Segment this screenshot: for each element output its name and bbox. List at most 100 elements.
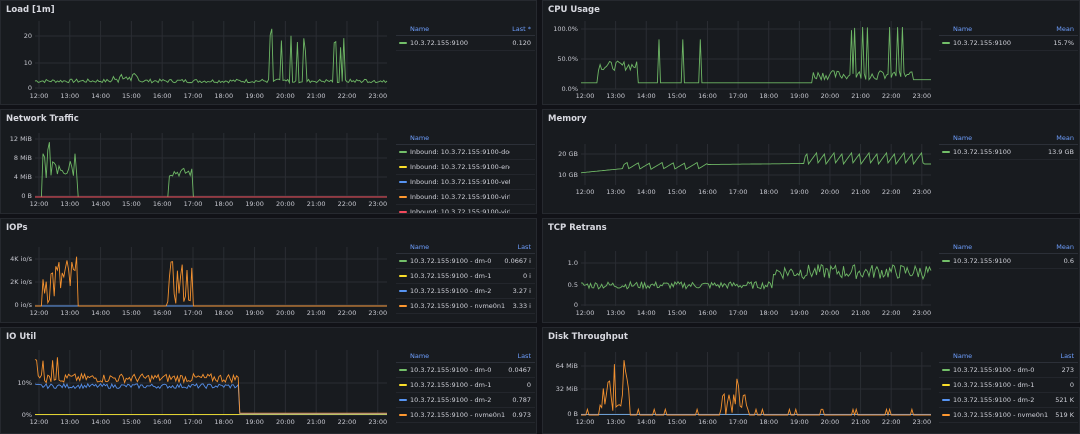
- series-color-swatch: [942, 42, 950, 44]
- y-tick-label: 10%: [18, 379, 32, 387]
- load-chart[interactable]: 20 10 012:00 13:00 14:00 15:00 16:00 17:00 18:00…: [1, 1, 391, 105]
- legend-item[interactable]: 10.3.72.155:9100 - dm-2 3.27 i: [396, 284, 535, 299]
- legend-value-header[interactable]: Mean: [1056, 134, 1074, 142]
- panel-title[interactable]: Network Traffic: [6, 114, 79, 124]
- legend-item[interactable]: Inbound: 10.3.72.155:9100-virbr0-nic: [396, 205, 535, 213]
- legend-item[interactable]: 10.3.72.155:9100 - nvme0n1 0.973: [396, 408, 535, 423]
- x-tick-label: 21:00: [851, 309, 870, 317]
- legend-item[interactable]: 10.3.72.155:9100 0.6: [939, 254, 1078, 269]
- legend-item[interactable]: 10.3.72.155:9100 13.9 GB: [939, 145, 1078, 160]
- y-tick-label: 8 MiB: [14, 154, 32, 162]
- legend-item[interactable]: Inbound: 10.3.72.155:9100-docker0: [396, 145, 535, 160]
- panel-title[interactable]: CPU Usage: [548, 5, 600, 15]
- x-tick-label: 14:00: [91, 418, 110, 426]
- legend-item[interactable]: 10.3.72.155:9100 - dm-1 0 i: [396, 269, 535, 284]
- x-tick-label: 16:00: [698, 188, 717, 196]
- legend-name-header[interactable]: Name: [953, 352, 973, 360]
- legend-name-header[interactable]: Name: [953, 243, 973, 251]
- legend-value-header[interactable]: Last: [517, 243, 531, 251]
- x-tick-label: 17:00: [184, 309, 203, 317]
- y-tick-label: 10 GB: [558, 171, 578, 179]
- x-tick-label: 18:00: [759, 188, 778, 196]
- panel-title[interactable]: Memory: [548, 114, 587, 124]
- x-tick-label: 23:00: [368, 200, 387, 208]
- legend-item[interactable]: 10.3.72.155:9100 - dm-0 273: [939, 363, 1078, 378]
- legend-value-header[interactable]: Last *: [512, 25, 531, 33]
- panel-title[interactable]: Disk Throughput: [548, 332, 628, 342]
- disk-chart[interactable]: 64 MiB 32 MiB 0 B12:00 13:00 14:00 15:00 16:00…: [543, 328, 935, 434]
- legend-item[interactable]: 10.3.72.155:9100 - nvme0n1 3.33 i: [396, 299, 535, 314]
- network-panel[interactable]: Network Traffic 12 MiB 8 MiB 4 MiB 0 B 12:00 1…: [0, 109, 537, 214]
- tcp-chart[interactable]: 1.0 0.5 012:00 13:00 14:00 15:00 16:00 17:00 18:…: [543, 219, 935, 323]
- legend-series-name: Inbound: 10.3.72.155:9100-eno1: [410, 163, 510, 171]
- y-tick-label: 0.5: [568, 281, 578, 289]
- iops-panel[interactable]: IOPs 4K io/s 2K io/s 0 io/s 12:00 13:00 14:00 1…: [0, 218, 537, 323]
- legend-series-value: 0 i: [522, 272, 531, 280]
- series-line: [35, 256, 387, 307]
- legend-series-name: Inbound: 10.3.72.155:9100-virbr0: [410, 193, 510, 201]
- ioutil-chart[interactable]: 10% 0%12:00 13:00 14:00 15:00 16:00 17:00 18:00…: [1, 328, 391, 434]
- legend-series-name: 10.3.72.155:9100 - nvme0n1: [410, 411, 506, 419]
- ioutil-panel[interactable]: IO Util 10% 0% 12:00 13:00 14:00 15:00 16:00 17:…: [0, 327, 537, 434]
- panel-title[interactable]: Load [1m]: [6, 5, 55, 15]
- cpu-chart[interactable]: 100.0% 50.0% 0.0%12:00 13:00 14:00 15:00 16:00…: [543, 1, 935, 105]
- legend-item[interactable]: 10.3.72.155:9100 - dm-1 0: [939, 378, 1078, 393]
- y-tick-label: 0: [28, 84, 32, 92]
- legend-item[interactable]: 10.3.72.155:9100 - dm-1 0: [396, 378, 535, 393]
- x-tick-label: 12:00: [576, 92, 595, 100]
- legend-name-header[interactable]: Name: [410, 352, 430, 360]
- load-panel[interactable]: Load [1m] 20 10 0 12:00 13:00 14:00 15:00 16:00 1…: [0, 0, 537, 105]
- x-tick-label: 16:00: [153, 92, 172, 100]
- legend-value-header[interactable]: Mean: [1056, 243, 1074, 251]
- legend-name-header[interactable]: Name: [410, 25, 430, 33]
- legend-item[interactable]: Inbound: 10.3.72.155:9100-vethecff7a6: [396, 175, 535, 190]
- x-tick-label: 20:00: [276, 200, 295, 208]
- legend-value-header[interactable]: Last: [1060, 352, 1074, 360]
- legend: Name Inbound: 10.3.72.155:9100-docker0 Inb…: [396, 132, 535, 213]
- series-color-swatch: [942, 151, 950, 153]
- legend-name-header[interactable]: Name: [410, 134, 430, 142]
- legend-name-header[interactable]: Name: [410, 243, 430, 251]
- legend-value-header[interactable]: Mean: [1056, 25, 1074, 33]
- legend-series-name: 10.3.72.155:9100: [410, 39, 469, 47]
- series-color-swatch: [399, 414, 407, 416]
- legend-series-name: 10.3.72.155:9100 - dm-0: [410, 257, 492, 265]
- legend-item[interactable]: 10.3.72.155:9100 - dm-2 0.787: [396, 393, 535, 408]
- legend-series-value: 521 K: [1055, 396, 1074, 404]
- legend-item[interactable]: Inbound: 10.3.72.155:9100-eno1: [396, 160, 535, 175]
- x-tick-label: 16:00: [153, 200, 172, 208]
- iops-chart[interactable]: 4K io/s 2K io/s 0 io/s12:00 13:00 14:00 15:00…: [1, 219, 391, 323]
- legend-item[interactable]: 10.3.72.155:9100 0.120: [396, 36, 535, 51]
- panel-title[interactable]: IO Util: [6, 332, 37, 342]
- disk-panel[interactable]: Disk Throughput 64 MiB 32 MiB 0 B 12:00 13:00…: [542, 327, 1080, 434]
- tcp-panel[interactable]: TCP Retrans 1.0 0.5 0 12:00 13:00 14:00 15:00 16…: [542, 218, 1080, 323]
- legend-item[interactable]: 10.3.72.155:9100 - dm-0 0.0467: [396, 363, 535, 378]
- legend-series-value: 273: [1061, 366, 1074, 374]
- series-line: [580, 264, 932, 291]
- y-tick-label: 4K io/s: [10, 255, 32, 263]
- x-tick-label: 12:00: [576, 418, 595, 426]
- legend-value-header[interactable]: Last: [517, 352, 531, 360]
- legend-series-name: Inbound: 10.3.72.155:9100-vethecff7a6: [410, 178, 510, 186]
- x-tick-label: 13:00: [606, 188, 625, 196]
- legend-name-header[interactable]: Name: [953, 134, 973, 142]
- x-tick-label: 20:00: [821, 418, 840, 426]
- network-chart[interactable]: 12 MiB 8 MiB 4 MiB 0 B12:00 13:00 14:00 15:00 1…: [1, 110, 391, 214]
- legend-item[interactable]: 10.3.72.155:9100 - dm-0 0.0667 i: [396, 254, 535, 269]
- legend-item[interactable]: 10.3.72.155:9100 - nvme0n1 519 K: [939, 408, 1078, 423]
- series-line: [581, 360, 931, 417]
- x-tick-label: 22:00: [338, 418, 357, 426]
- legend-item[interactable]: 10.3.72.155:9100 15.7%: [939, 36, 1078, 51]
- memory-panel[interactable]: Memory 20 GB 10 GB 12:00 13:00 14:00 15:00 16:0…: [542, 109, 1080, 214]
- legend-header: Name Mean: [939, 241, 1078, 254]
- legend-item[interactable]: 10.3.72.155:9100 - dm-2 521 K: [939, 393, 1078, 408]
- x-tick-label: 22:00: [338, 200, 357, 208]
- panel-title[interactable]: IOPs: [6, 223, 28, 233]
- x-tick-label: 22:00: [338, 309, 357, 317]
- cpu-panel[interactable]: CPU Usage 100.0% 50.0% 0.0% 12:00 13:00 14:00 1…: [542, 0, 1080, 105]
- memory-chart[interactable]: 20 GB 10 GB 12:00 13:00 14:00 15:00 16:00 17:00…: [543, 110, 935, 214]
- legend-name-header[interactable]: Name: [953, 25, 973, 33]
- legend-item[interactable]: Inbound: 10.3.72.155:9100-virbr0: [396, 190, 535, 205]
- panel-title[interactable]: TCP Retrans: [548, 223, 607, 233]
- series-line: [581, 26, 931, 84]
